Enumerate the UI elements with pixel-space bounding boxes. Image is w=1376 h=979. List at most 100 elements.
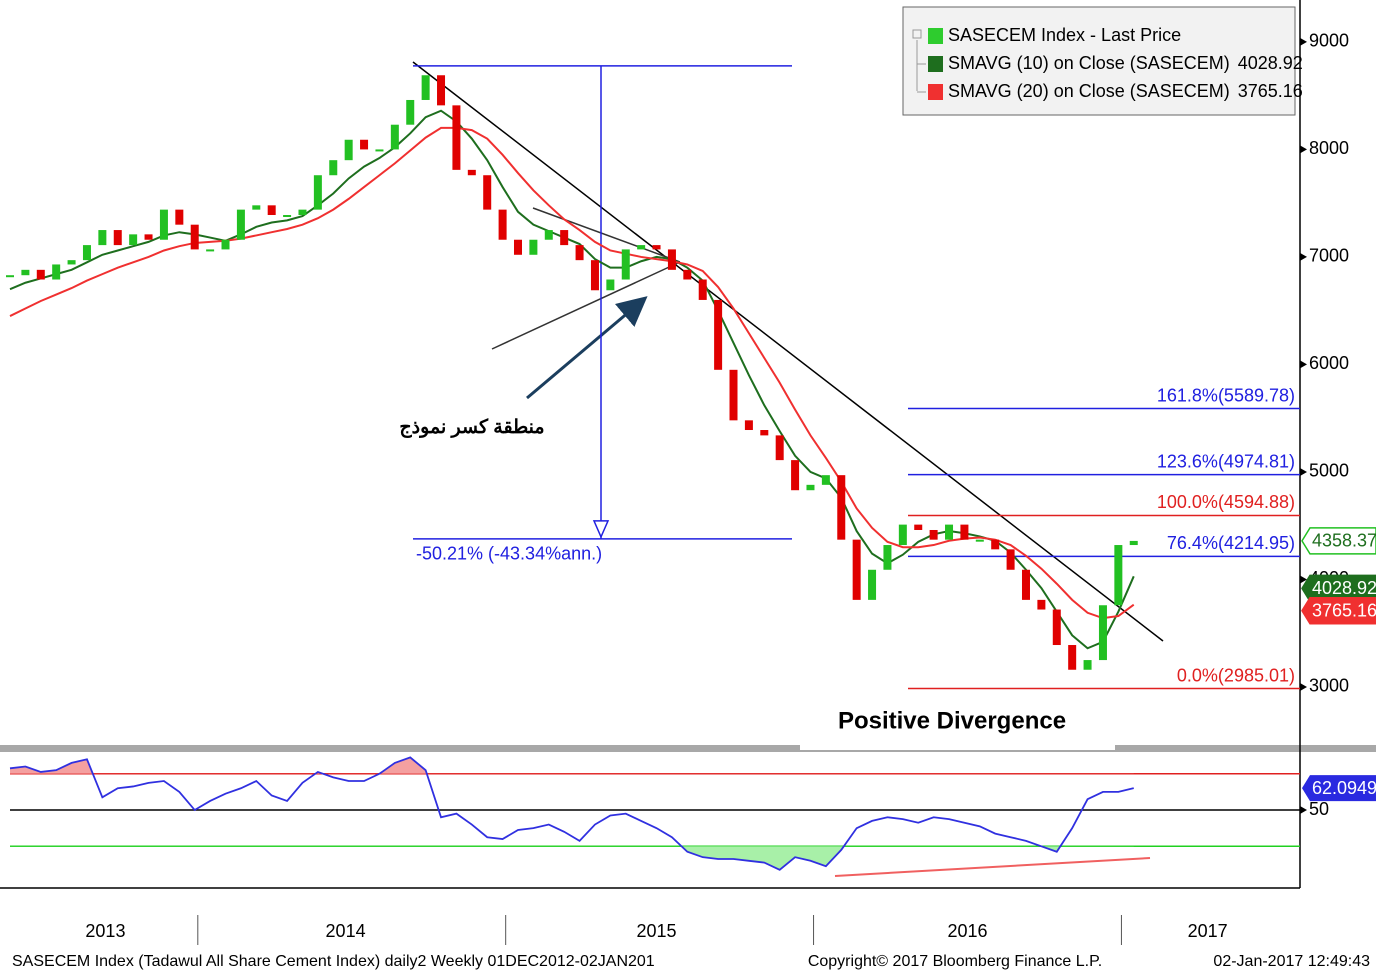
candle [98,230,107,246]
candle [159,209,168,240]
legend-box [902,6,1296,116]
candle [1129,540,1138,546]
candle [206,249,215,252]
candle [1037,599,1046,610]
legend-value: 3765.16 [1238,81,1303,101]
candle [637,245,646,250]
legend-swatch [928,28,943,44]
last-value-box [1301,527,1376,555]
last-value-label: 3765.16 [1312,600,1376,620]
legend-name: SMAVG (20) on Close (SASECEM) [948,81,1230,101]
legend-label: SASECEM Index - Last Price [948,25,1181,45]
candle [113,230,122,246]
candle [1021,569,1030,600]
y-tick-label: 3000 [1309,676,1349,696]
footer-center: Copyright© 2017 Bloomberg Finance L.P. [808,953,1102,970]
last-value-label: 4358.37 [1312,531,1376,551]
candle [560,230,569,246]
legend-swatch [928,56,943,72]
last-value-label: 62.0949 [1312,778,1376,798]
y-tick-label: 9000 [1309,31,1349,51]
measure-label: -50.21% (-43.34%ann.) [416,544,602,564]
candle [821,475,830,485]
candle [375,149,384,152]
y-tick [1300,360,1307,369]
candle [621,249,630,280]
candle [313,175,322,210]
candle [267,205,276,216]
pointer-arrow [526,296,648,400]
legend-name: SASECEM Index - Last Price [948,25,1181,45]
candle [760,430,769,436]
candle [144,234,153,240]
y-tick [1300,682,1307,691]
footer-left: SASECEM Index (Tadawul All Share Cement … [12,953,655,970]
candle [683,269,692,280]
y-tick-label: 8000 [1309,138,1349,158]
candle [421,75,430,100]
y-tick-label: 7000 [1309,246,1349,266]
legend-label: SMAVG (20) on Close (SASECEM) 3765.16 [948,81,1303,101]
y-tick-label: 50 [1309,799,1329,819]
y-tick [1300,252,1307,261]
label-backdrop [800,742,1115,750]
candle [975,539,984,542]
x-tick-label: 2017 [1188,921,1228,941]
candle [437,75,446,106]
candle [298,209,307,216]
candle [1098,605,1107,661]
x-tick-label: 2013 [85,921,125,941]
candle [36,269,45,280]
y-tick [1300,575,1307,584]
candle [236,209,245,240]
candle [868,569,877,600]
legend: SASECEM Index - Last Price SMAVG (10) on … [917,25,1303,101]
oversold-fill [681,846,1061,870]
candle [667,249,676,270]
candle [129,234,138,246]
candle [175,209,184,225]
annotation: Positive Divergence [838,707,1066,734]
candle [390,124,399,150]
measure-arrow-head [592,520,610,539]
candle [498,209,507,240]
legend-name: SMAVG (10) on Close (SASECEM) [948,53,1230,73]
candle [82,245,91,261]
candle [898,524,907,546]
fib-label: 161.8%(5589.78) [1157,385,1295,405]
fib-label: 123.6%(4974.81) [1157,451,1295,471]
candle [960,524,969,540]
y-tick-label: 5000 [1309,461,1349,481]
candle [252,205,261,210]
candle [929,529,938,540]
candle [513,239,522,255]
candle [21,269,30,276]
candle [467,169,476,176]
y-tick [1300,145,1307,154]
candle [590,260,599,291]
candle [6,275,14,278]
candle [52,264,61,280]
y-tick [1300,37,1307,46]
annotation: منطقة كسر نموذج [399,417,544,438]
candle [852,539,861,600]
panel-separator [0,745,1376,752]
candle [1114,545,1123,606]
candle [806,484,815,491]
x-tick-label: 2016 [947,921,987,941]
candle [775,435,784,461]
y-tick [1300,467,1307,476]
candle [67,260,76,265]
candle [791,460,800,491]
candle [991,539,1000,550]
y-tick [1300,806,1307,815]
candle [914,524,923,530]
candle [344,139,353,161]
candle [544,230,553,240]
candle [575,245,584,261]
fib-label: 76.4%(4214.95) [1167,533,1295,553]
footer-right: 02-Jan-2017 12:49:43 [1213,953,1370,970]
candle [190,224,199,250]
